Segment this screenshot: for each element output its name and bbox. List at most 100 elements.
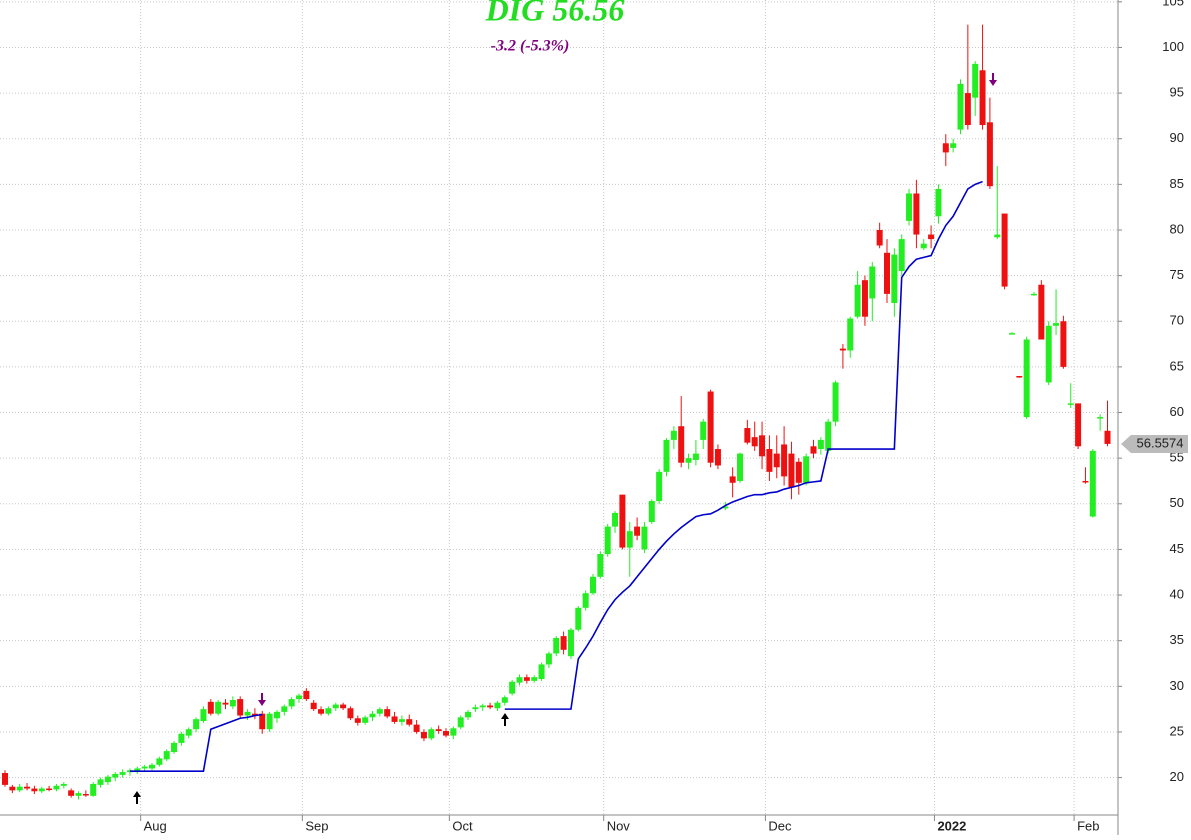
candle-body bbox=[935, 188, 942, 217]
candle-body bbox=[1038, 284, 1045, 340]
y-tick-label: 50 bbox=[1170, 495, 1184, 510]
candle-body bbox=[751, 437, 758, 447]
grid bbox=[0, 0, 1118, 815]
candle-body bbox=[134, 768, 141, 772]
candle-body bbox=[60, 783, 67, 786]
sell-signal-arrow bbox=[258, 693, 266, 706]
y-tick-label: 70 bbox=[1170, 313, 1184, 328]
candle-body bbox=[994, 234, 1001, 238]
candle-body bbox=[678, 426, 685, 463]
candle-body bbox=[266, 713, 273, 730]
candle-body bbox=[141, 766, 148, 769]
x-tick-label: Feb bbox=[1077, 818, 1099, 833]
y-tick-label: 105 bbox=[1162, 0, 1184, 8]
candle-body bbox=[46, 788, 53, 791]
candle-body bbox=[90, 783, 97, 796]
candle-body bbox=[950, 143, 957, 148]
candle-body bbox=[626, 531, 633, 548]
y-tick-label: 25 bbox=[1170, 723, 1184, 738]
candle-body bbox=[545, 653, 552, 665]
candle-body bbox=[24, 786, 31, 789]
candle-body bbox=[597, 553, 604, 577]
y-tick-label: 55 bbox=[1170, 450, 1184, 465]
candle-body bbox=[707, 391, 714, 463]
candle-body bbox=[692, 453, 699, 460]
candle-body bbox=[244, 711, 251, 716]
candle-body bbox=[450, 728, 457, 736]
candle-body bbox=[957, 83, 964, 130]
candle-body bbox=[178, 733, 185, 743]
candle-body bbox=[16, 786, 23, 791]
candle-body bbox=[847, 318, 854, 351]
candle-body bbox=[516, 677, 523, 683]
chart-title: DIG 56.56 bbox=[485, 0, 625, 27]
candle-body bbox=[612, 512, 619, 527]
y-tick-label: 85 bbox=[1170, 176, 1184, 191]
plot bbox=[2, 24, 1111, 800]
candle-body bbox=[714, 449, 721, 466]
y-tick-label: 60 bbox=[1170, 404, 1184, 419]
candle-body bbox=[737, 453, 743, 481]
candle-body bbox=[582, 593, 589, 608]
candle-body bbox=[259, 713, 266, 730]
candle-body bbox=[523, 677, 530, 681]
candle-body bbox=[810, 446, 817, 454]
candle-body bbox=[663, 439, 670, 472]
candle-body bbox=[744, 428, 751, 443]
candle-body bbox=[898, 239, 905, 272]
candle-body bbox=[288, 699, 295, 707]
candle-body bbox=[854, 284, 861, 317]
candle-body bbox=[1097, 417, 1104, 419]
y-tick-label: 20 bbox=[1170, 769, 1184, 784]
candle-body bbox=[1075, 403, 1082, 447]
candle-body bbox=[670, 430, 677, 440]
candle-body bbox=[788, 453, 795, 488]
candle-body bbox=[634, 526, 641, 536]
candle-body bbox=[9, 786, 16, 791]
last-price-tag bbox=[1121, 434, 1188, 453]
candle-body bbox=[920, 243, 927, 249]
candle-body bbox=[1001, 213, 1008, 287]
candle-body bbox=[171, 742, 178, 753]
buy-signal-arrow bbox=[133, 791, 141, 804]
candle-body bbox=[472, 707, 479, 710]
candle-body bbox=[590, 576, 596, 594]
candle-body bbox=[494, 702, 501, 709]
candle-body bbox=[795, 461, 802, 483]
candle-body bbox=[839, 348, 846, 351]
candle-body bbox=[656, 471, 663, 502]
candle-body bbox=[509, 681, 516, 694]
y-tick-label: 30 bbox=[1170, 678, 1184, 693]
candle-body bbox=[325, 708, 332, 714]
candle-body bbox=[1067, 403, 1074, 405]
candle-body bbox=[560, 636, 567, 650]
candle-body bbox=[97, 779, 104, 785]
candle-body bbox=[891, 254, 898, 304]
candle-body bbox=[215, 701, 222, 714]
x-tick-label: Aug bbox=[144, 818, 167, 833]
candle-body bbox=[443, 731, 449, 736]
candle-body bbox=[685, 458, 692, 463]
x-tick-label: Oct bbox=[452, 818, 473, 833]
y-tick-label: 75 bbox=[1170, 267, 1184, 282]
y-tick-label: 100 bbox=[1162, 39, 1184, 54]
stop-line bbox=[129, 713, 263, 772]
candle-body bbox=[825, 421, 832, 451]
candle-body bbox=[906, 193, 913, 221]
candle-body bbox=[479, 705, 486, 708]
candle-body bbox=[384, 709, 391, 717]
candle-body bbox=[229, 700, 236, 707]
candle-body bbox=[185, 729, 192, 736]
candle-body bbox=[619, 494, 626, 548]
candle-body bbox=[281, 706, 288, 712]
candle-body bbox=[766, 449, 773, 472]
candle-body bbox=[53, 785, 60, 790]
candle-body bbox=[1089, 450, 1096, 517]
candle-body bbox=[1060, 321, 1067, 367]
candle-body bbox=[641, 526, 648, 550]
candle-body bbox=[964, 93, 971, 126]
candle-body bbox=[817, 439, 824, 450]
candle-body bbox=[156, 758, 163, 765]
candle-body bbox=[501, 697, 508, 703]
candle-body bbox=[1082, 480, 1089, 483]
